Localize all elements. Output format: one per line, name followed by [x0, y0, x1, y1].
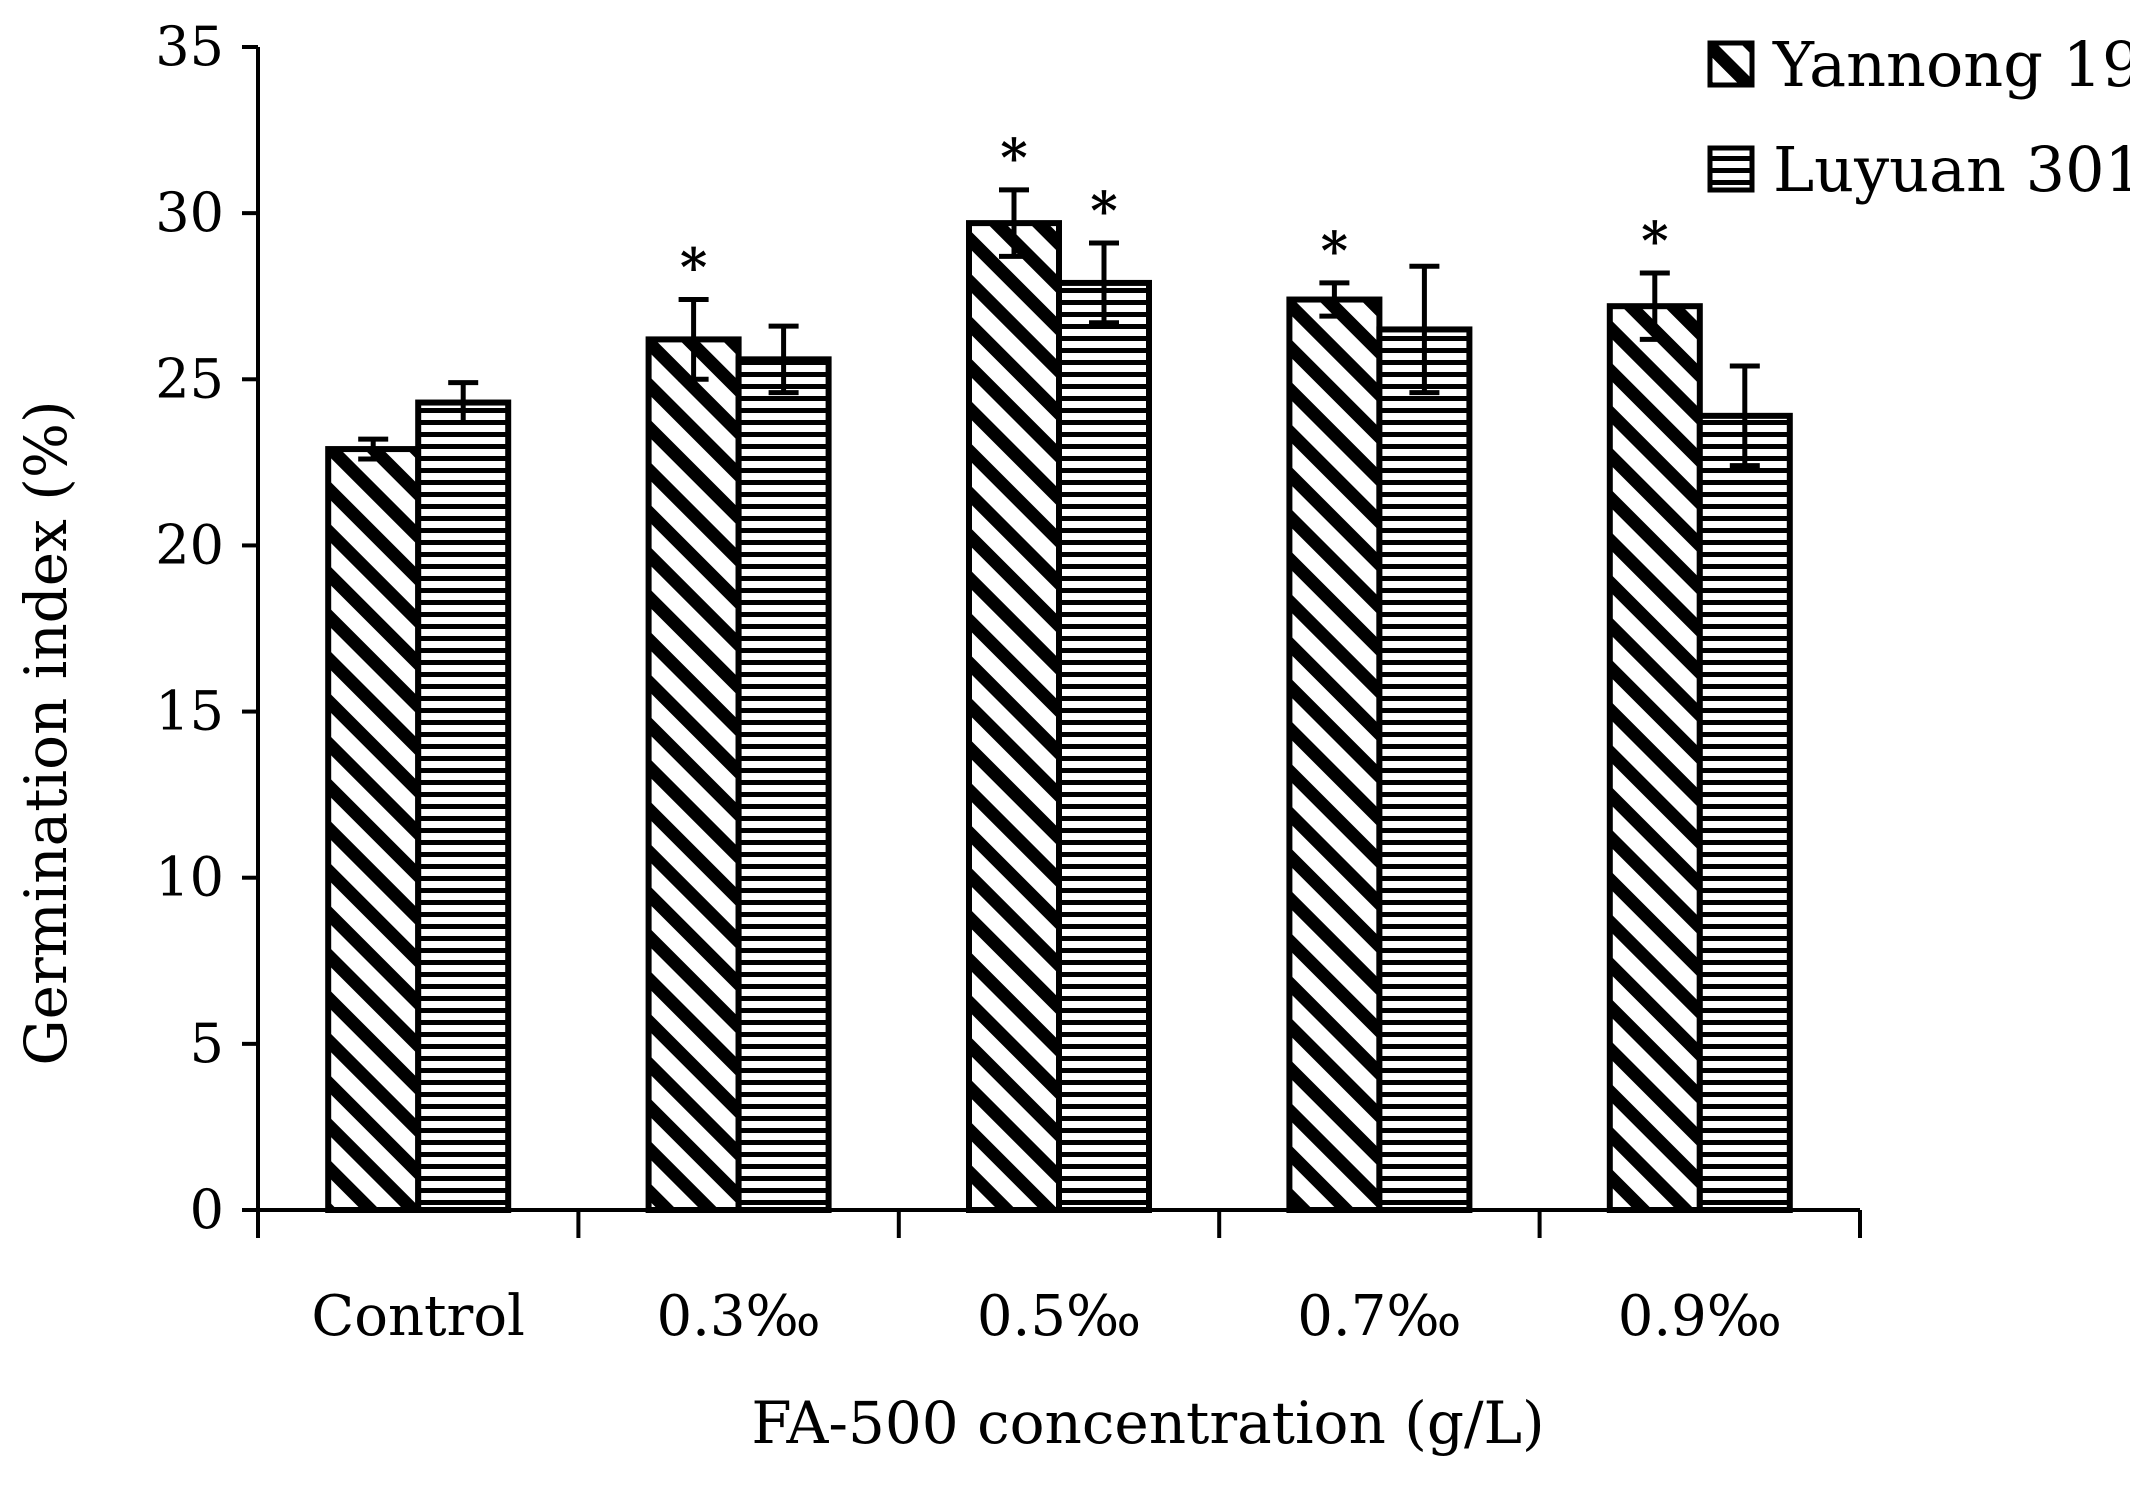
bar-yannong-19-cat-2: [966, 220, 1062, 1213]
bar-luyuan-301-cat-2: [1056, 279, 1152, 1213]
legend-label-yannong-19: Yannong 19: [1772, 28, 2130, 101]
significance-marker-yannong-19-cat-4: *: [1641, 211, 1668, 272]
significance-marker-yannong-19-cat-1: *: [680, 238, 707, 299]
legend: Yannong 19 Luyuan 301: [1707, 28, 2130, 206]
axes-layer: [242, 45, 1862, 1238]
y-tick-label-20: 20: [155, 513, 224, 576]
legend-swatch-luyuan-301: [1707, 145, 1755, 193]
y-tick-label-15: 15: [155, 680, 224, 743]
x-tick-label-cat-1: 0.3‰: [656, 1284, 820, 1349]
y-tick-label-25: 25: [155, 347, 224, 410]
x-axis-title: FA-500 concentration (g/L): [751, 1389, 1544, 1457]
legend-item-yannong-19: Yannong 19: [1707, 28, 2130, 101]
bar-yannong-19-cat-3: [1286, 296, 1383, 1213]
legend-swatch-yannong-19: [1707, 40, 1755, 88]
x-tick-label-cat-0: Control: [311, 1284, 525, 1349]
significance-marker-yannong-19-cat-3: *: [1321, 221, 1348, 282]
y-tick-label-5: 5: [190, 1012, 224, 1075]
y-axis-title: Germination index (%): [12, 400, 80, 1065]
x-tick-label-cat-4: 0.9‰: [1618, 1284, 1782, 1349]
bar-luyuan-301-cat-3: [1376, 326, 1473, 1213]
y-tick-label-30: 30: [155, 181, 224, 244]
y-tick-label-10: 10: [155, 846, 224, 909]
bar-luyuan-301-cat-4: [1696, 412, 1793, 1213]
y-tick-label-35: 35: [155, 15, 224, 78]
tick-labels-layer: 0 5 10 15 20 25 30 35 Control * 0.3‰ * * 0.5‰ * 0.7‰ * 0.…: [155, 15, 1782, 1349]
bar-luyuan-301-cat-1: [735, 356, 832, 1213]
bar-yannong-19-cat-4: [1606, 303, 1703, 1213]
legend-label-luyuan-301: Luyuan 301: [1773, 133, 2130, 206]
bar-yannong-19-cat-0: [325, 446, 422, 1213]
x-tick-label-cat-2: 0.5‰: [977, 1284, 1141, 1349]
bar-luyuan-301-cat-0: [415, 399, 512, 1213]
bars-layer: [325, 187, 1793, 1213]
significance-marker-yannong-19-cat-2: *: [1000, 128, 1027, 189]
x-tick-label-cat-3: 0.7‰: [1297, 1284, 1461, 1349]
bar-yannong-19-cat-1: [645, 336, 742, 1213]
significance-marker-luyuan-301-cat-2: *: [1090, 181, 1117, 242]
legend-item-luyuan-301: Luyuan 301: [1707, 133, 2130, 206]
y-tick-label-0: 0: [190, 1178, 224, 1241]
